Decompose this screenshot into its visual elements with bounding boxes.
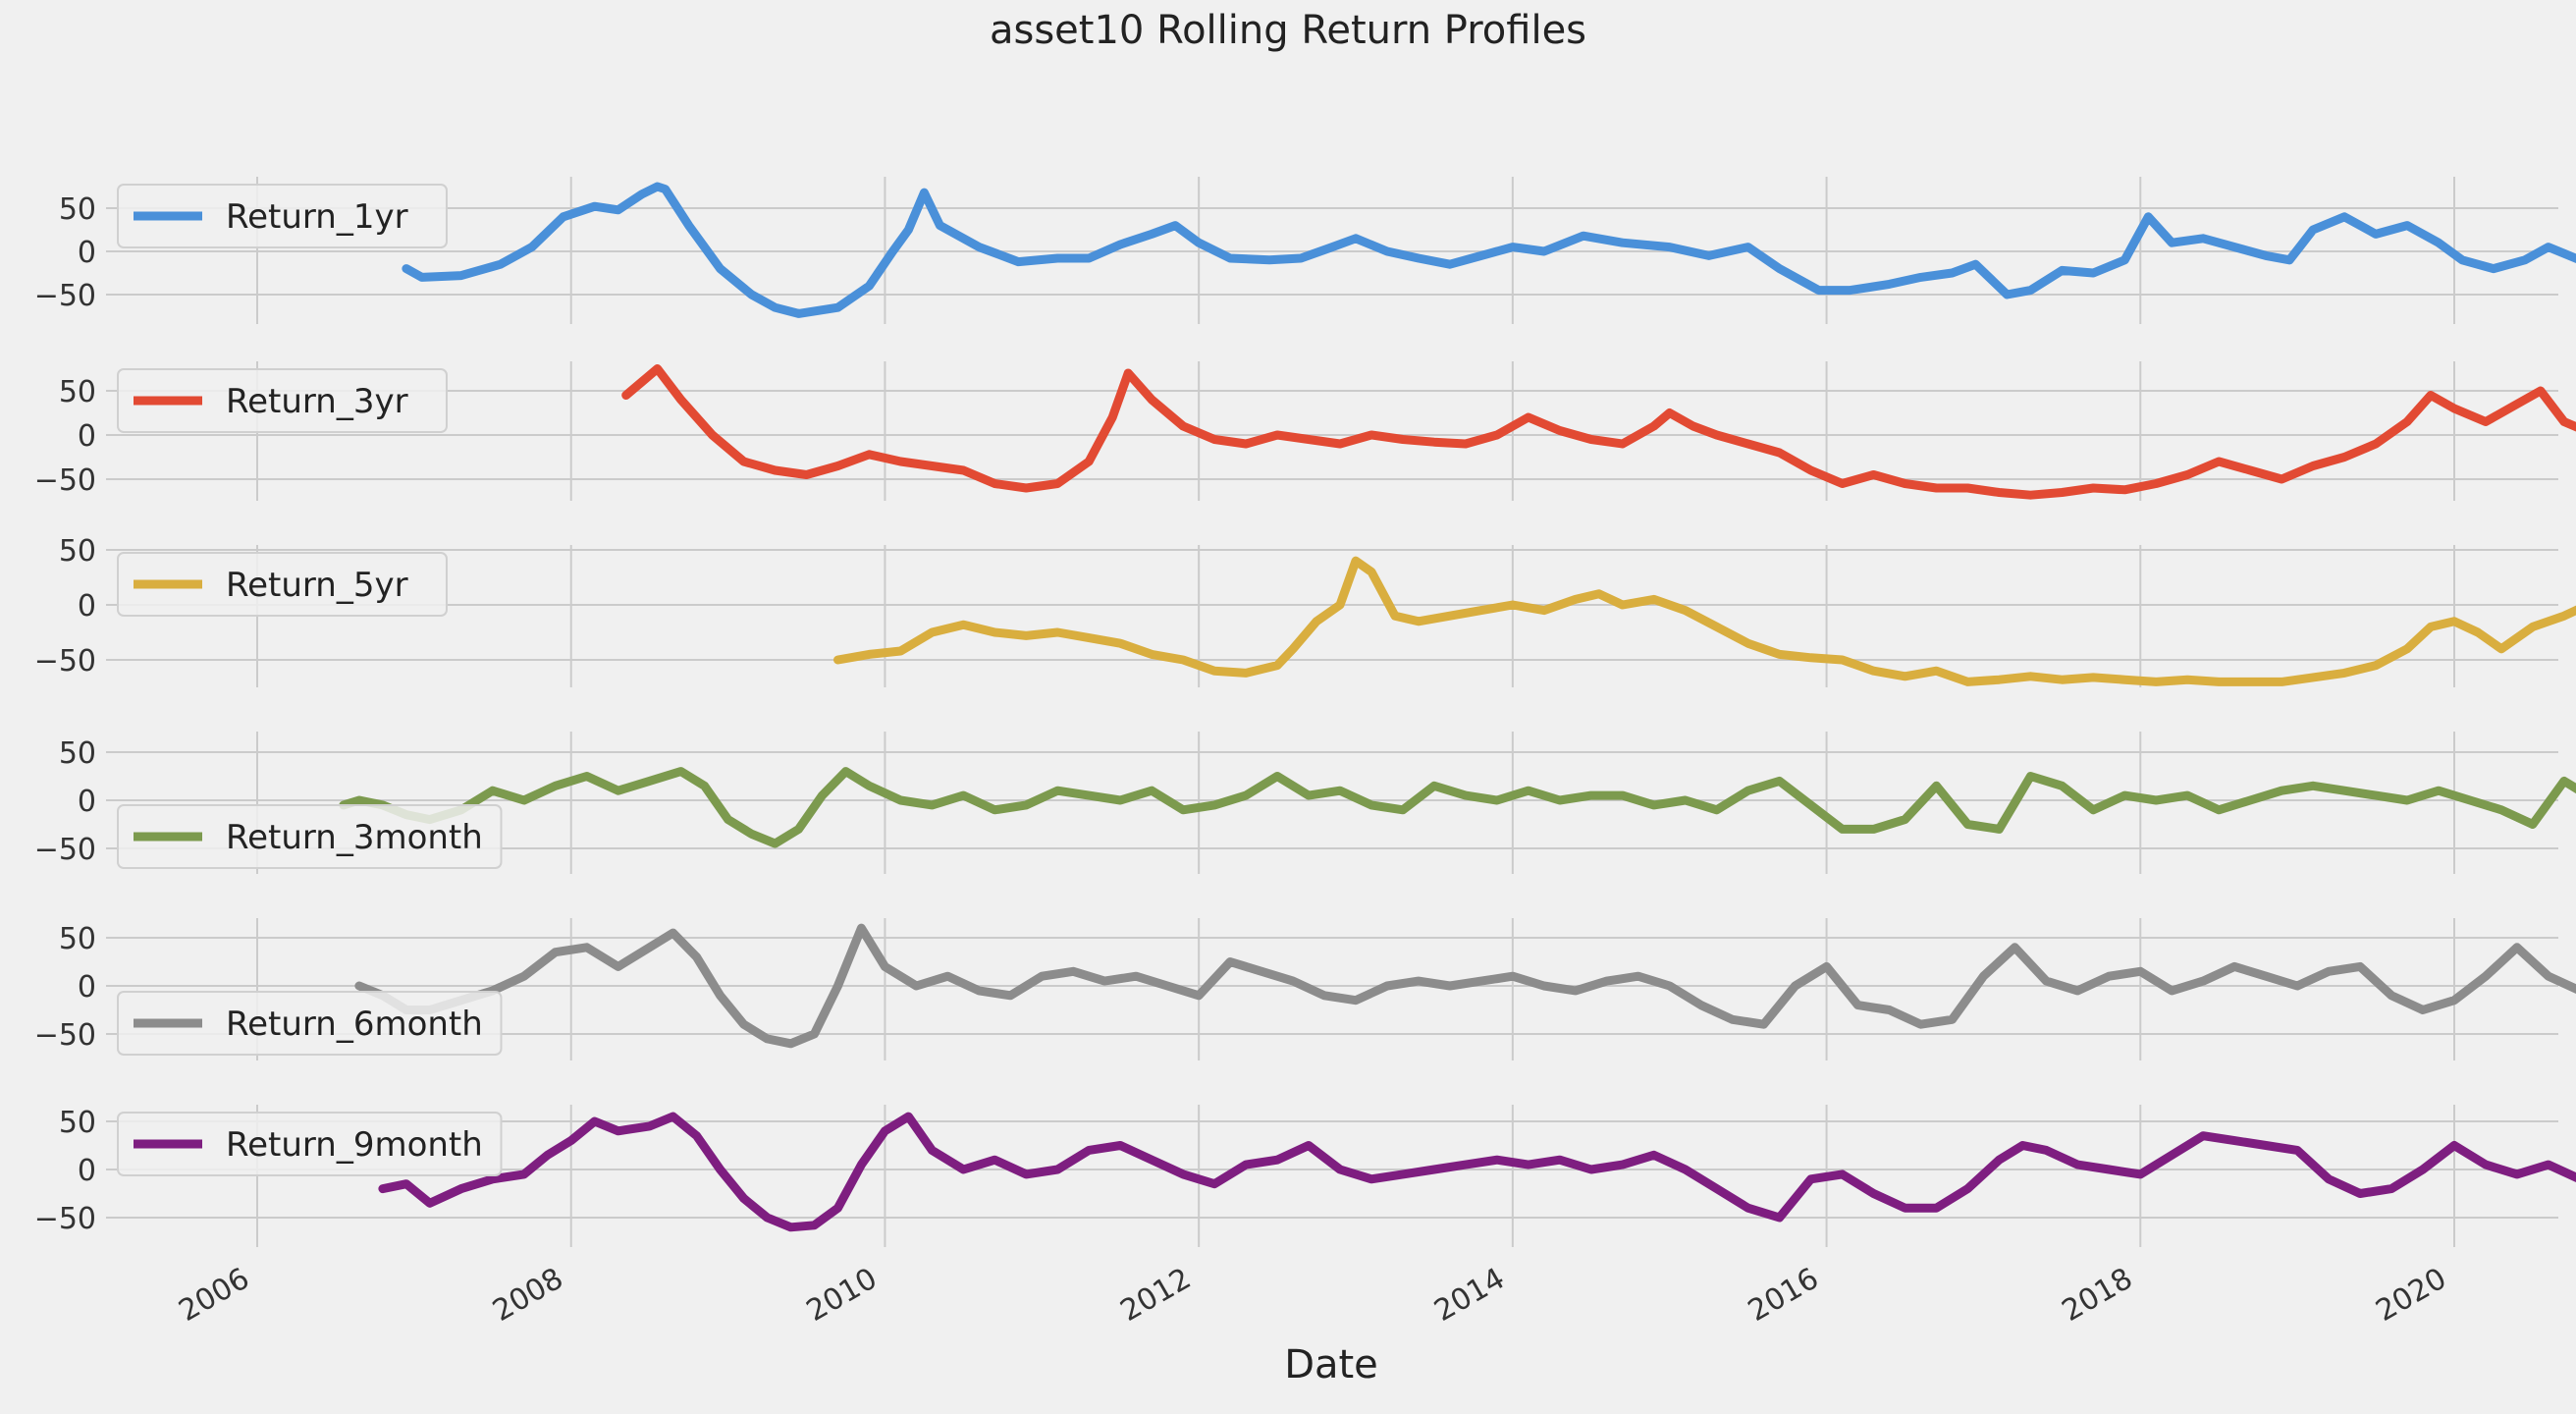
y-tick-label: −50	[34, 644, 96, 679]
series-line-return-6month	[359, 928, 2576, 1048]
subplot-return-3yr: 50 0 −50 Return_3yr	[34, 361, 2576, 501]
subplot-return-1yr: 50 0 −50 Return_1yr	[34, 177, 2576, 324]
y-tick-label: 50	[59, 1106, 96, 1140]
y-tick-label: 50	[59, 922, 96, 956]
x-tick-label: 2018	[2057, 1262, 2139, 1329]
series-line-return-9month	[383, 1116, 2576, 1232]
legend: Return_3yr	[118, 369, 447, 432]
legend-label: Return_3yr	[226, 382, 408, 421]
y-tick-label: 50	[59, 736, 96, 771]
x-tick-label: 2012	[1115, 1262, 1198, 1329]
y-tick-label: −50	[34, 833, 96, 867]
legend-label: Return_1yr	[226, 197, 408, 237]
x-tick-label: 2020	[2370, 1262, 2452, 1329]
subplot-return-6month: 50 0 −50 Return_6month	[34, 918, 2576, 1060]
chart-title: asset10 Rolling Return Profiles	[990, 8, 1586, 53]
subplot-return-3month: 50 0 −50 Return_3month	[34, 732, 2576, 874]
x-tick-label: 2008	[487, 1262, 569, 1329]
y-tick-label: 50	[59, 192, 96, 227]
legend-label: Return_5yr	[226, 566, 408, 605]
y-tick-label: −50	[34, 1018, 96, 1053]
x-tick-label: 2014	[1428, 1262, 1511, 1329]
legend-label: Return_6month	[226, 1005, 483, 1044]
legend: Return_1yr	[118, 185, 447, 247]
x-axis-label: Date	[1284, 1342, 1378, 1387]
y-tick-label: 0	[78, 236, 96, 270]
series-line-return-3month	[344, 747, 2576, 858]
series-line-return-5yr	[838, 561, 2576, 681]
legend-label: Return_3month	[226, 818, 483, 857]
subplots-group: 50 0 −50 Return_1yr 50 0 −50 Return_3yr 50 0 −50 Re…	[34, 177, 2576, 1247]
y-tick-label: −50	[34, 463, 96, 498]
legend: Return_9month	[118, 1113, 502, 1175]
y-tick-label: −50	[34, 1202, 96, 1236]
y-tick-label: −50	[34, 279, 96, 313]
x-axis-ticks: 2006 2008 2010 2012 2014 2016 2018 2020	[173, 1262, 2452, 1329]
y-tick-label: 0	[78, 419, 96, 454]
legend: Return_3month	[118, 805, 502, 868]
subplot-return-5yr: 50 0 −50 Return_5yr	[34, 534, 2576, 687]
legend: Return_5yr	[118, 553, 447, 616]
x-tick-label: 2006	[173, 1262, 255, 1329]
y-tick-label: 0	[78, 1154, 96, 1188]
subplot-return-9month: 50 0 −50 Return_9month	[34, 1105, 2576, 1247]
x-tick-label: 2010	[801, 1262, 884, 1329]
y-tick-label: 0	[78, 589, 96, 624]
y-tick-label: 0	[78, 970, 96, 1005]
x-tick-label: 2016	[1743, 1262, 1825, 1329]
y-tick-label: 50	[59, 534, 96, 569]
legend: Return_6month	[118, 992, 502, 1055]
legend-label: Return_9month	[226, 1125, 483, 1165]
y-tick-label: 0	[78, 785, 96, 819]
y-tick-label: 50	[59, 375, 96, 409]
series-line-return-3yr	[626, 369, 2576, 498]
